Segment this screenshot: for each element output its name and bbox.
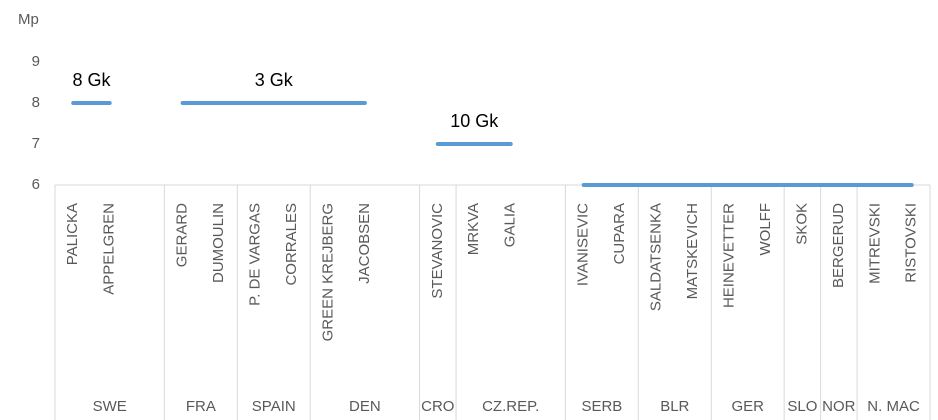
group-label: SPAIN — [252, 398, 296, 415]
category-label: SALDATSENKA — [648, 203, 665, 311]
category-label: GREEN KREJBERG — [319, 203, 336, 341]
category-label: PALICKA — [64, 203, 81, 265]
category-label: IVANISEVIC — [575, 203, 592, 286]
category-label: SKOK — [793, 203, 810, 245]
category-label: WOLFF — [757, 203, 774, 256]
group-label: SERB — [581, 398, 622, 415]
y-tick-label: 6 — [32, 176, 40, 193]
category-label: MITREVSKI — [866, 203, 883, 284]
y-axis-title: Mp — [18, 11, 39, 28]
category-label: MATSKEVICH — [684, 203, 701, 299]
group-label: GER — [731, 398, 764, 415]
category-label: CUPARA — [611, 203, 628, 264]
category-label: GERARD — [174, 203, 191, 267]
category-label: BERGERUD — [830, 203, 847, 288]
category-label: MRKVA — [465, 203, 482, 255]
category-label: DUMOULIN — [210, 203, 227, 283]
category-label: APPELGREN — [101, 203, 118, 295]
group-label: NOR — [822, 398, 856, 415]
annotation: 8 Gk — [72, 70, 111, 90]
category-label: CORRALES — [283, 203, 300, 286]
category-label: RISTOVSKI — [903, 203, 920, 283]
category-label: HEINEVETTER — [720, 203, 737, 308]
y-tick-label: 9 — [32, 53, 40, 70]
y-tick-label: 8 — [32, 94, 40, 111]
group-label: N. MAC — [867, 398, 920, 415]
category-label: GALIA — [502, 203, 519, 247]
category-label: P. DE VARGAS — [246, 203, 263, 306]
y-tick-label: 7 — [32, 135, 40, 152]
group-label: SWE — [93, 398, 127, 415]
group-label: FRA — [186, 398, 216, 415]
category-label: STEVANOVIC — [429, 203, 446, 299]
group-label: CRO — [421, 398, 454, 415]
annotation: 10 Gk — [450, 111, 499, 131]
annotation: 3 Gk — [255, 70, 294, 90]
group-label: DEN — [349, 398, 381, 415]
group-label: SLO — [787, 398, 817, 415]
category-label: JACOBSEN — [356, 203, 373, 284]
group-label: CZ.REP. — [482, 398, 539, 415]
group-label: BLR — [660, 398, 689, 415]
